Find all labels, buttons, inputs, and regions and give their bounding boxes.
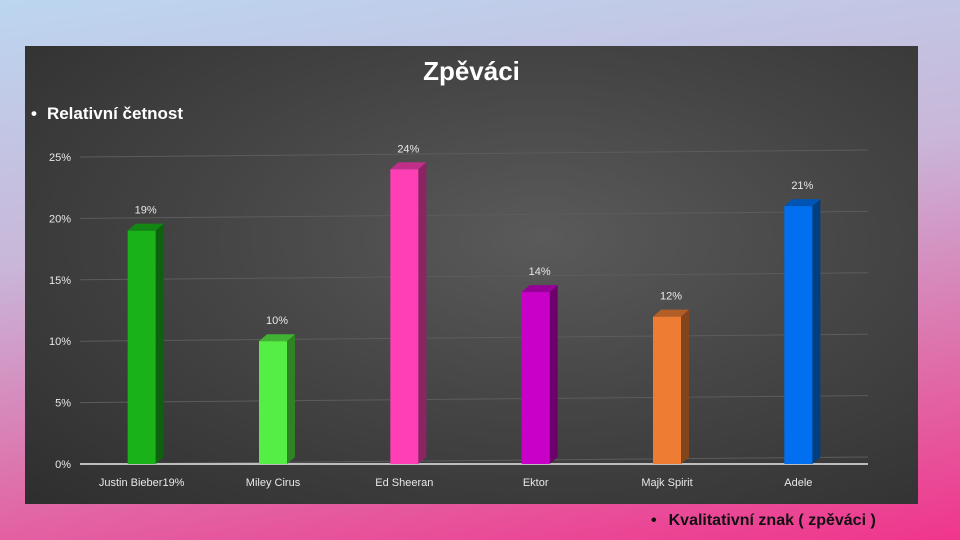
gridline — [79, 456, 869, 465]
bar-top — [127, 223, 164, 231]
bar — [259, 341, 287, 464]
footer-text: Kvalitativní znak ( zpěváci ) — [668, 512, 876, 529]
y-tick-label: 15% — [49, 275, 71, 287]
x-tick-label: Ed Sheeran — [375, 477, 433, 489]
data-label: 14% — [529, 266, 551, 278]
data-label: 24% — [397, 143, 419, 155]
y-tick-label: 20% — [49, 213, 71, 225]
y-tick-label: 10% — [49, 336, 71, 348]
x-tick-label: Majk Spirit — [641, 477, 692, 489]
subtitle: • Relativní četnost — [31, 104, 183, 124]
bar-chart: 0% 5% 10% 15% 20% 25% 19% Justin Bieber19% 10% Mi… — [49, 143, 869, 489]
gridline — [79, 395, 869, 404]
bar-side — [155, 223, 164, 464]
bar-side — [287, 334, 295, 464]
data-label: 10% — [266, 315, 288, 327]
chart-panel: Zpěváci • Relativní četnost 0% 5% 10% 15% 20%… — [25, 46, 918, 504]
bar — [784, 206, 813, 464]
x-tick-label: Justin Bieber19% — [99, 477, 185, 489]
data-label: 19% — [135, 205, 157, 217]
bar-side — [681, 309, 689, 464]
gridline — [79, 272, 869, 281]
bar-side — [549, 285, 558, 464]
gridline — [79, 210, 869, 219]
footer-note: • Kvalitativní znak ( zpěváci ) — [651, 512, 876, 530]
subtitle-text: Relativní četnost — [46, 104, 183, 123]
x-tick-label: Adele — [784, 477, 812, 489]
bar-top — [259, 334, 295, 342]
gridline — [79, 333, 869, 342]
y-tick-label: 5% — [55, 398, 71, 410]
gridline — [79, 149, 869, 158]
bar-side — [812, 199, 821, 464]
slide-title: Zpěváci — [423, 56, 520, 86]
data-label: 12% — [660, 291, 682, 303]
data-label: 21% — [791, 180, 813, 192]
bar-top — [784, 199, 821, 207]
x-tick-label: Miley Cirus — [246, 477, 301, 489]
bar-top — [390, 162, 427, 170]
bar-top — [521, 285, 558, 293]
bar-top — [653, 309, 689, 317]
bar-side — [418, 162, 427, 464]
y-tick-label: 0% — [55, 459, 71, 471]
x-tick-label: Ektor — [523, 477, 549, 489]
bar — [653, 316, 681, 464]
bullet: • — [651, 512, 657, 529]
bar — [521, 292, 550, 464]
bullet: • — [31, 104, 37, 123]
y-tick-label: 25% — [49, 152, 71, 164]
bar — [127, 230, 156, 464]
bar — [390, 169, 419, 464]
